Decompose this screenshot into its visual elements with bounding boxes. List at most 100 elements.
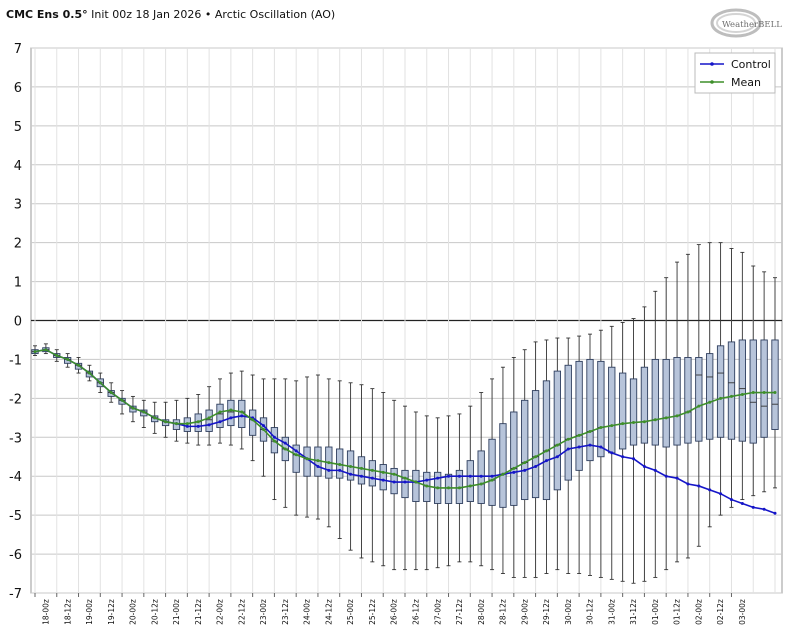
y-tick-label: -3 xyxy=(9,431,22,446)
mean-point xyxy=(523,461,527,465)
ensemble-box xyxy=(716,345,725,438)
control-point xyxy=(773,511,777,515)
control-point xyxy=(621,455,625,459)
ensemble-box xyxy=(597,360,605,458)
chart-title: CMC Ens 0.5° Init 00z 18 Jan 2026 • Arct… xyxy=(6,8,335,21)
title-rest: Init 00z 18 Jan 2026 • Arctic Oscillatio… xyxy=(91,8,336,21)
ensemble-box xyxy=(684,357,692,444)
mean-point xyxy=(610,424,614,428)
mean-point xyxy=(66,357,70,361)
mean-point xyxy=(490,478,494,482)
control-point xyxy=(272,435,276,439)
control-point xyxy=(229,416,233,420)
x-tick-label: 23-00z xyxy=(259,599,268,625)
ensemble-box xyxy=(379,464,387,491)
control-point xyxy=(534,464,538,468)
control-point xyxy=(708,488,712,492)
mean-point xyxy=(632,420,636,424)
control-point xyxy=(196,424,200,428)
control-point xyxy=(686,482,690,486)
control-point xyxy=(697,484,701,488)
y-tick-label: 4 xyxy=(14,159,22,174)
control-point xyxy=(762,507,766,511)
mean-point xyxy=(316,459,320,463)
x-tick-label: 18-12z xyxy=(63,599,72,625)
control-point xyxy=(566,447,570,451)
ensemble-box xyxy=(401,469,409,499)
mean-point xyxy=(120,398,124,402)
ensemble-box xyxy=(303,446,311,477)
x-tick-label: 22-12z xyxy=(237,599,246,625)
x-tick-label: 24-00z xyxy=(303,599,312,625)
x-tick-label: 02-12z xyxy=(716,599,725,625)
mean-point xyxy=(98,381,102,385)
control-point xyxy=(675,476,679,480)
mean-point xyxy=(697,404,701,408)
x-tick-label: 20-00z xyxy=(129,599,138,625)
control-point xyxy=(294,449,298,453)
ensemble-box xyxy=(771,339,779,430)
ensemble-box xyxy=(412,469,420,502)
logo-text: WeatherBELL xyxy=(722,20,782,30)
ensemble-box xyxy=(368,460,377,487)
control-point xyxy=(436,476,440,480)
mean-point xyxy=(229,408,233,412)
x-tick-label: 18-00z xyxy=(42,599,51,625)
ensemble-box xyxy=(608,366,616,454)
control-point xyxy=(262,424,266,428)
ensemble-box xyxy=(695,357,703,442)
mean-point xyxy=(599,426,603,430)
control-point xyxy=(632,457,636,461)
control-point xyxy=(479,474,483,478)
y-tick-label: 6 xyxy=(14,81,22,96)
mean-point xyxy=(174,422,178,426)
mean-point xyxy=(87,371,91,375)
ensemble-box xyxy=(586,358,594,462)
ensemble-box xyxy=(499,423,507,508)
mean-point xyxy=(338,463,342,467)
mean-point xyxy=(414,480,418,484)
ensemble-box xyxy=(673,357,681,446)
ensemble-box xyxy=(531,390,540,499)
ensemble-box xyxy=(651,358,659,446)
x-tick-label: 27-00z xyxy=(433,599,442,625)
ensemble-box xyxy=(618,372,627,450)
control-point xyxy=(349,472,353,476)
y-tick-label: 1 xyxy=(14,276,22,291)
legend-marker-mean xyxy=(710,80,714,84)
control-point xyxy=(403,480,407,484)
y-tick-label: -5 xyxy=(9,509,22,524)
mean-point xyxy=(196,420,200,424)
mean-point xyxy=(751,391,755,395)
mean-point xyxy=(305,457,309,461)
legend-box xyxy=(694,52,776,94)
mean-point xyxy=(392,472,396,476)
control-point xyxy=(523,468,527,472)
control-point xyxy=(512,470,516,474)
y-tick-label: -6 xyxy=(9,548,22,563)
y-tick-label: -7 xyxy=(9,587,22,602)
mean-point xyxy=(555,443,559,447)
ensemble-box xyxy=(640,366,649,444)
ensemble-box xyxy=(662,358,670,448)
legend[interactable]: Control Mean xyxy=(694,52,776,94)
mean-point xyxy=(664,416,668,420)
control-point xyxy=(392,480,396,484)
y-tick-label: 2 xyxy=(14,237,22,252)
control-point xyxy=(729,498,733,502)
control-point xyxy=(664,474,668,478)
mean-point xyxy=(283,447,287,451)
control-point xyxy=(610,451,614,455)
control-point xyxy=(327,468,331,472)
x-tick-label: 28-12z xyxy=(499,599,508,625)
mean-point xyxy=(501,472,505,476)
mean-point xyxy=(773,391,777,395)
mean-point xyxy=(621,422,625,426)
y-tick-label: 0 xyxy=(14,315,22,330)
x-tick-label: 26-12z xyxy=(412,599,421,625)
ensemble-box xyxy=(510,411,518,506)
ensemble-box xyxy=(738,339,747,442)
y-axis: -7 -6 -5 -4 -3 -2 -1 0 1 2 3 4 5 6 7 xyxy=(9,42,22,602)
mean-point xyxy=(109,391,113,395)
